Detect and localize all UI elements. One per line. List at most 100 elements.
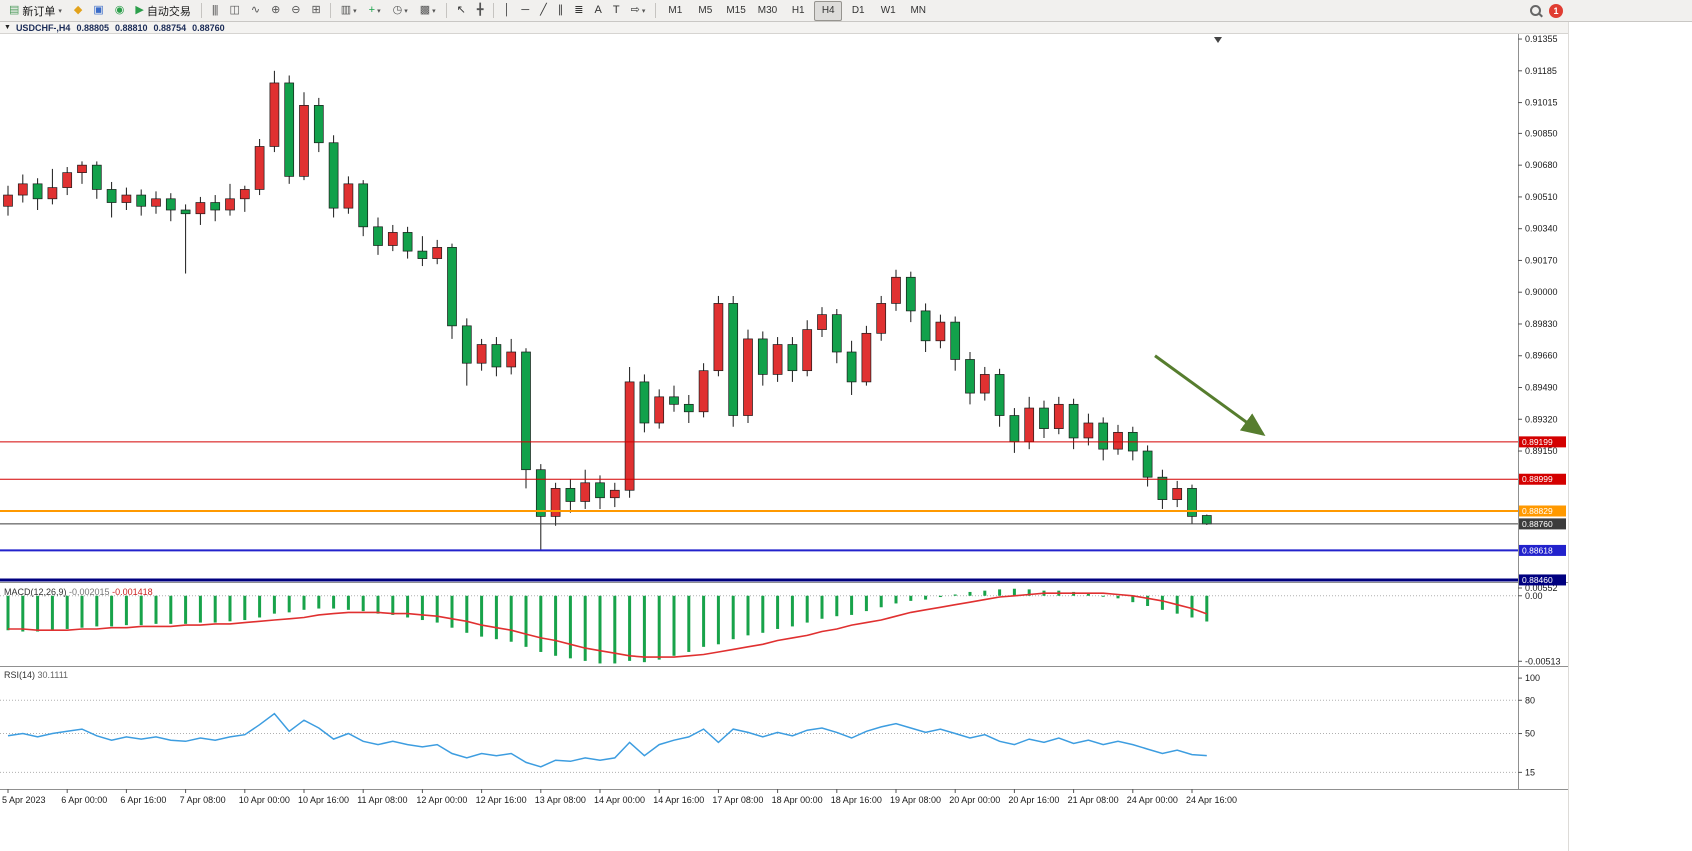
macd-histogram-bar — [983, 590, 987, 596]
macd-histogram-bar — [258, 595, 262, 618]
price-tag-box — [1519, 574, 1566, 586]
vertical-line-button[interactable]: │ — [499, 1, 515, 21]
candle-chart-button[interactable]: ◫ — [224, 1, 243, 21]
candle-body — [3, 194, 13, 207]
toolbar-separator — [445, 3, 447, 18]
candle-body — [935, 321, 946, 342]
label-button[interactable]: T — [608, 1, 624, 21]
metaquotes-button[interactable]: ◉ — [110, 1, 129, 21]
charts-list-button[interactable]: ▥ ▾ — [336, 1, 362, 21]
candle — [1053, 396, 1064, 435]
macd-histogram-bar — [924, 595, 928, 600]
price-tag-box — [1519, 518, 1566, 530]
candle — [950, 316, 961, 371]
down-arrow-annotation[interactable] — [1154, 354, 1266, 436]
search-button[interactable] — [1525, 1, 1546, 21]
candle — [47, 168, 58, 205]
algo-trading-button[interactable]: ▶ 自动交易 — [130, 1, 195, 21]
candle — [757, 331, 768, 386]
candle-body — [210, 202, 221, 211]
candle — [343, 176, 354, 214]
fibonacci-button[interactable]: ≣ — [569, 1, 587, 21]
horizontal-line-button[interactable]: ─ — [516, 1, 533, 21]
candle — [891, 269, 901, 311]
one-click-trading-toggle-icon[interactable]: ▼ — [4, 24, 11, 31]
candle-body — [639, 381, 650, 424]
candle — [728, 295, 739, 427]
new-order-button[interactable]: ▤ 新订单 ▾ — [4, 1, 67, 21]
macd-histogram-bar — [598, 595, 602, 664]
macd-histogram-bar — [790, 595, 794, 627]
time-tick-label: 19 Apr 08:00 — [890, 795, 941, 805]
candle-body — [1083, 422, 1094, 439]
notification-badge[interactable]: 1 — [1549, 3, 1563, 18]
timeframe-mn-button[interactable]: MN — [910, 5, 927, 16]
crosshair-button[interactable]: ╋ — [472, 1, 488, 21]
cursor-icon: ↖ — [456, 4, 466, 16]
new-order-icon: ▤ — [9, 4, 19, 16]
mql5-button[interactable]: ◆ — [69, 1, 86, 21]
candle-body — [417, 250, 428, 259]
text-button[interactable]: A — [590, 1, 606, 21]
candle — [210, 195, 221, 222]
zoom-out-button[interactable]: ⊖ — [286, 1, 304, 21]
bar-chart-button[interactable]: ||| — [207, 1, 223, 21]
candle-body — [476, 344, 487, 364]
candle-chart-icon: ◫ — [229, 4, 239, 16]
macd-signal-value: -0.001418 — [110, 587, 153, 597]
candle-body — [1157, 476, 1168, 500]
indicators-button[interactable]: + ▾ — [364, 1, 386, 21]
toolbar-separator — [329, 3, 331, 18]
candle — [1187, 484, 1197, 524]
chart-canvas[interactable]: 0.91355 0.91185 0.91015 0.90850 0.90680 0.905… — [0, 34, 1568, 851]
line-chart-button[interactable]: ∿ — [246, 1, 264, 21]
timeframe-h4-button[interactable]: H4 — [814, 0, 843, 21]
zoom-in-button[interactable]: ⊕ — [266, 1, 284, 21]
timeframe-h1-button[interactable]: H1 — [791, 5, 805, 16]
price-tag-label: 0.88618 — [1522, 545, 1553, 555]
candle — [609, 482, 620, 508]
macd-histogram-bar — [864, 595, 868, 612]
periods-button[interactable]: ◷ ▾ — [388, 1, 413, 21]
macd-histogram-bar — [687, 595, 691, 652]
time-tick-label: 20 Apr 16:00 — [1008, 795, 1059, 805]
community-icon: ▣ — [93, 4, 103, 16]
timeframe-m30-button[interactable]: M30 — [757, 5, 778, 16]
candle-body — [77, 164, 87, 173]
candle-body — [979, 374, 990, 394]
timeframe-d1-button[interactable]: D1 — [851, 5, 865, 16]
macd-histogram-bar — [6, 595, 10, 631]
candle-body — [861, 332, 872, 383]
candle-body — [920, 310, 931, 342]
candle — [669, 385, 679, 412]
candle-body — [165, 198, 176, 211]
timeframe-m5-button[interactable]: M5 — [698, 5, 713, 16]
cursor-button[interactable]: ↖ — [452, 1, 470, 21]
macd-histogram-bar — [110, 595, 114, 627]
price-tag-box — [1519, 544, 1566, 556]
timeframe-w1-button[interactable]: W1 — [880, 5, 896, 16]
community-button[interactable]: ▣ — [88, 1, 107, 21]
candle-body — [728, 303, 739, 416]
trendline-button[interactable]: ╱ — [535, 1, 551, 21]
price-tick-label: 0.90340 — [1525, 224, 1558, 234]
text-icon: A — [594, 4, 602, 16]
macd-tick-label: -0.00513 — [1525, 656, 1561, 666]
timeframe-m1-button[interactable]: M1 — [668, 5, 683, 16]
tile-windows-button[interactable]: ⊞ — [307, 1, 325, 21]
candle — [17, 174, 28, 203]
candle-body — [1009, 415, 1020, 443]
candle — [239, 185, 250, 212]
shapes-button[interactable]: ⇨ ▾ — [626, 1, 651, 21]
timeframe-m15-button[interactable]: M15 — [726, 5, 746, 16]
channel-button[interactable]: ∥ — [553, 1, 568, 21]
candle-body — [535, 469, 546, 517]
time-tick-label: 24 Apr 16:00 — [1186, 795, 1237, 805]
rsi-line — [7, 712, 1207, 768]
macd-histogram-bar — [154, 595, 158, 624]
macd-pane: MACD(12,26,9) -0.002015 -0.001418 — [0, 587, 1518, 664]
templates-button[interactable]: ▩ ▾ — [415, 1, 441, 21]
macd-histogram-bar — [435, 595, 439, 623]
macd-histogram-bar — [820, 595, 824, 619]
candle-body — [609, 489, 620, 499]
